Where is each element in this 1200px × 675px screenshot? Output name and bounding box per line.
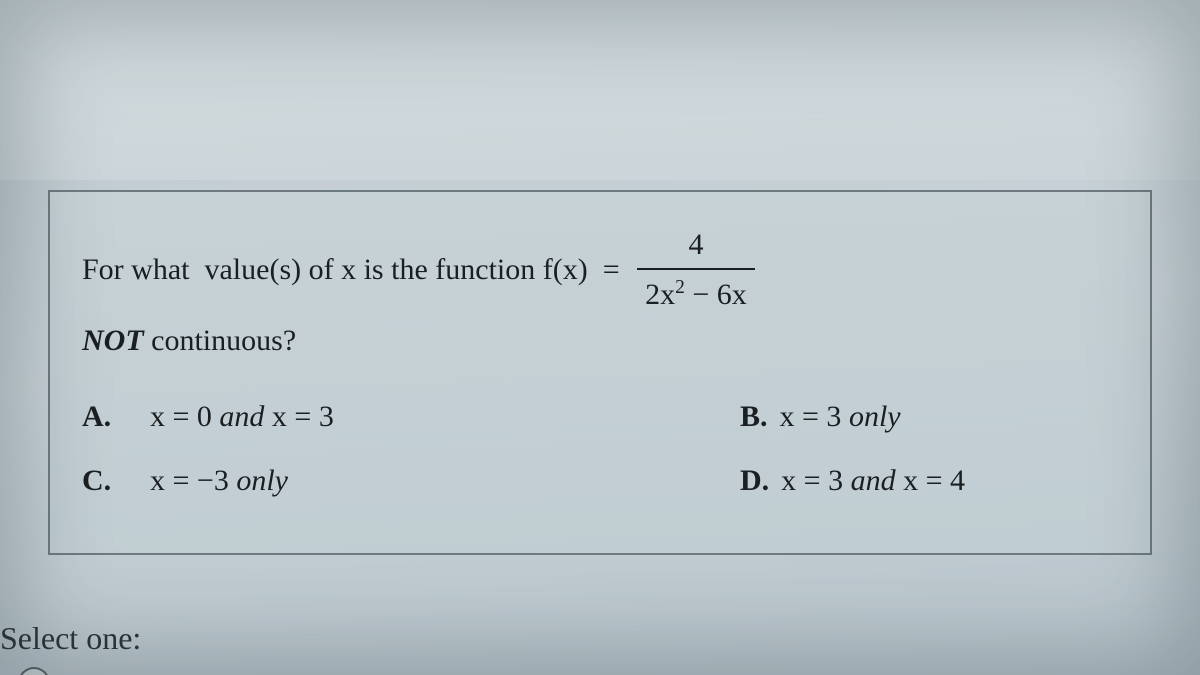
denominator-part-b: − 6x xyxy=(685,278,747,311)
question-fraction: 4 2x2 − 6x xyxy=(637,224,755,316)
fraction-denominator: 2x2 − 6x xyxy=(637,268,755,316)
question-rest: continuous? xyxy=(144,324,296,357)
option-d[interactable]: D. x = 3 and x = 4 xyxy=(600,464,1118,498)
option-a[interactable]: A. x = 0 and x = 3 xyxy=(82,400,600,434)
option-b-label: B. xyxy=(740,400,768,434)
radio-button-partial[interactable] xyxy=(18,667,50,675)
option-a-text: x = 0 and x = 3 xyxy=(150,400,334,434)
question-not-word: NOT xyxy=(82,324,144,357)
question-line-1: For what value(s) of x is the function f… xyxy=(82,224,1118,316)
question-prefix: For what value(s) of x is the function f… xyxy=(82,249,627,291)
denominator-exponent: 2 xyxy=(675,277,685,298)
question-line-2: NOT continuous? xyxy=(82,324,1118,358)
denominator-part-a: 2x xyxy=(645,278,675,311)
paper-background xyxy=(0,0,1200,180)
option-a-label: A. xyxy=(82,400,122,434)
option-d-text: x = 3 and x = 4 xyxy=(781,464,965,498)
option-d-label: D. xyxy=(740,464,769,498)
fraction-numerator: 4 xyxy=(680,224,711,268)
option-b[interactable]: B. x = 3 only xyxy=(600,400,1118,434)
options-grid: A. x = 0 and x = 3 B. x = 3 only C. x = … xyxy=(82,400,1118,498)
option-b-text: x = 3 only xyxy=(780,400,901,434)
select-one-prompt: Select one: xyxy=(0,620,141,657)
option-c-text: x = −3 only xyxy=(150,464,288,498)
question-box: For what value(s) of x is the function f… xyxy=(48,190,1152,555)
option-c-label: C. xyxy=(82,464,122,498)
option-c[interactable]: C. x = −3 only xyxy=(82,464,600,498)
